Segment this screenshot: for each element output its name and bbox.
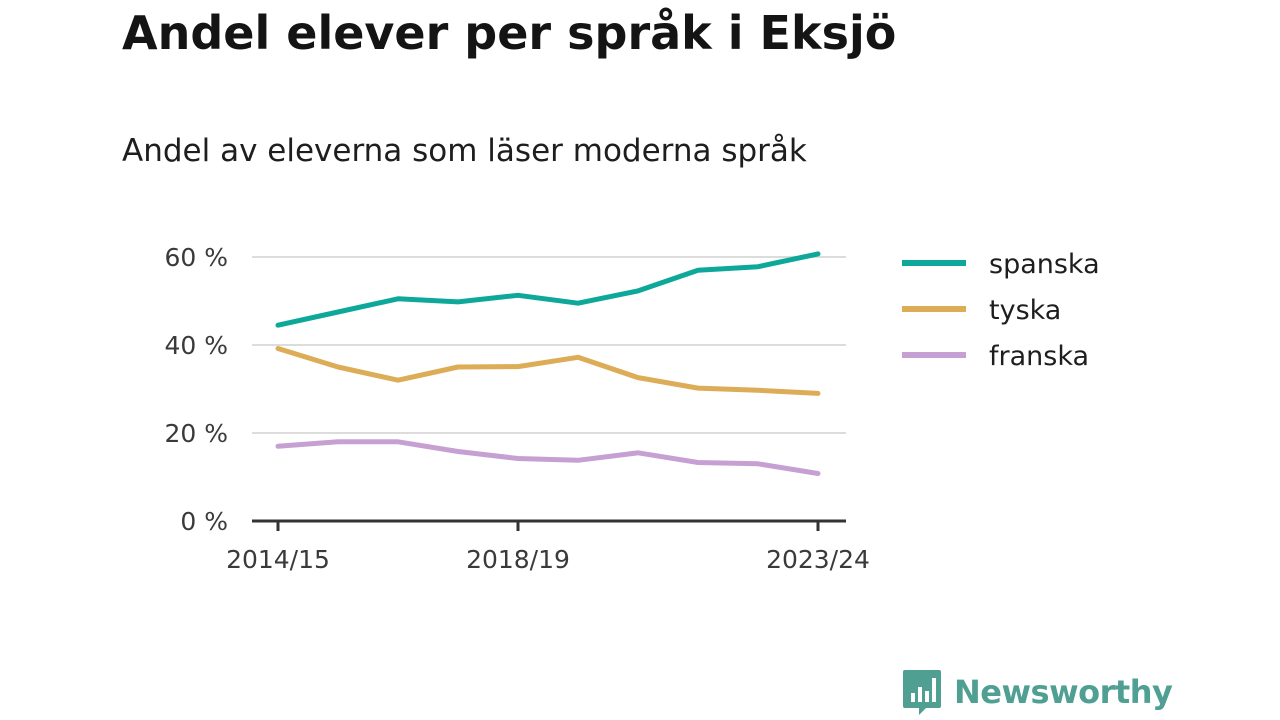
legend-label-spanska: spanska <box>989 249 1100 280</box>
y-tick-label: 0 % <box>180 507 228 536</box>
y-tick-label: 60 % <box>164 243 228 272</box>
series-lines <box>275 251 821 476</box>
series-line-tyska <box>275 346 821 396</box>
x-tick-label: 2014/15 <box>226 545 330 574</box>
legend: spanska tyska franska <box>902 249 1100 372</box>
x-axis: 2014/15 2018/19 2023/24 <box>226 519 870 574</box>
x-tick-label: 2018/19 <box>466 545 570 574</box>
series-line-spanska <box>275 251 821 328</box>
legend-label-franska: franska <box>989 341 1089 372</box>
y-tick-label: 20 % <box>164 419 228 448</box>
y-axis-tick-labels: 0 % 20 % 40 % 60 % <box>164 243 228 536</box>
legend-label-tyska: tyska <box>989 295 1061 326</box>
gridlines <box>252 256 846 434</box>
x-tick-label: 2023/24 <box>766 545 870 574</box>
chart-subtitle: Andel av eleverna som läser moderna språ… <box>122 133 807 169</box>
bar-chart-speech-bubble-icon <box>903 670 941 715</box>
newsworthy-logo: Newsworthy <box>902 668 1173 716</box>
series-line-franska <box>275 439 821 476</box>
brand-name: Newsworthy <box>954 673 1173 711</box>
chart-title: Andel elever per språk i Eksjö <box>122 6 897 60</box>
y-tick-label: 40 % <box>164 331 228 360</box>
